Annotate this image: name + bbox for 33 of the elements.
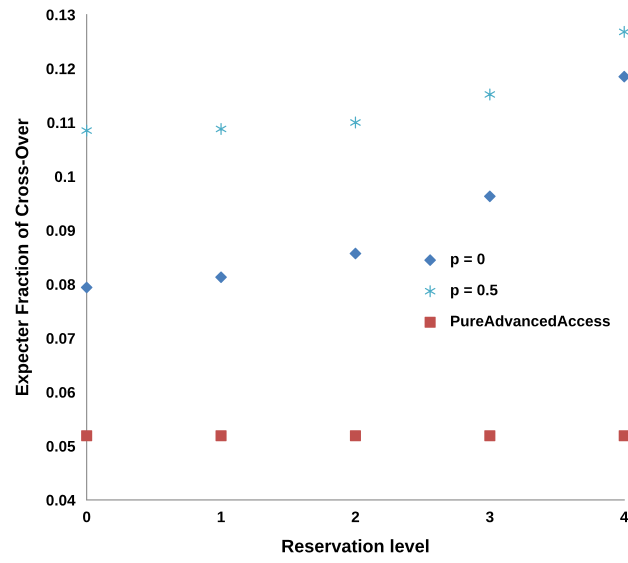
y-tick-label: 0.13 [46, 10, 76, 20]
y-tick-label: 0.04 [46, 494, 76, 506]
y-tick-label: 0.11 [47, 117, 76, 128]
point [81, 124, 92, 137]
y-axis-title: Expecter Fraction of Cross-Over [15, 118, 32, 396]
x-tick-label: 0 [83, 511, 90, 522]
point [80, 282, 92, 294]
y-tick-label: 0.1 [54, 171, 76, 182]
point [215, 271, 227, 284]
point [350, 248, 362, 260]
legend-label: p = 0 [451, 254, 485, 268]
y-tick-label: 0.05 [46, 440, 76, 452]
x-tick-label: 4 [620, 512, 628, 522]
point [618, 26, 628, 38]
point [216, 430, 227, 442]
point [81, 430, 92, 442]
legend-label: p = 0.5 [451, 284, 498, 298]
point [350, 430, 361, 442]
x-tick-label: 3 [486, 511, 494, 522]
y-tick-label: 0.07 [46, 333, 75, 344]
point [484, 190, 496, 202]
x-axis-title: Reservation level [282, 539, 428, 552]
legend-label: PureAdvancedAccess [451, 315, 610, 326]
point [350, 116, 361, 128]
x-tick-label: 2 [352, 511, 360, 522]
point [484, 430, 496, 442]
y-tick-label: 0.06 [46, 386, 76, 398]
point [484, 88, 496, 100]
point [216, 122, 226, 135]
y-tick-label: 0.12 [46, 63, 75, 74]
y-tick-label: 0.09 [46, 225, 75, 236]
x-tick-label: 1 [218, 512, 225, 522]
y-tick-label: 0.08 [46, 279, 76, 290]
